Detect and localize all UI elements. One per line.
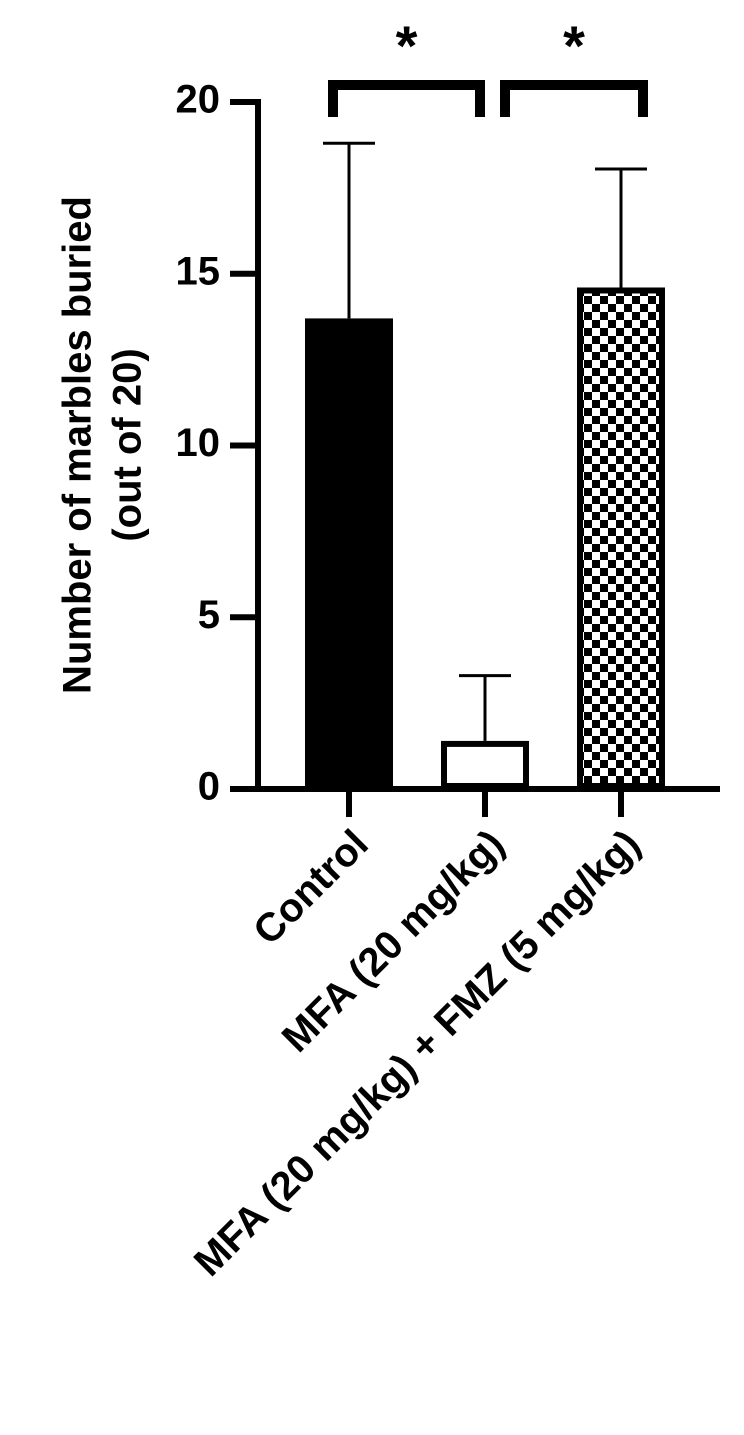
bar (305, 318, 393, 789)
y-tick-label: 0 (198, 765, 220, 809)
bar (441, 740, 529, 789)
y-tick-label: 15 (176, 249, 221, 293)
y-axis-title: Number of marbles buried (56, 196, 100, 694)
significance-bracket (500, 80, 648, 117)
bar (577, 287, 665, 789)
y-tick-label: 20 (176, 78, 221, 122)
y-tick-label: 5 (198, 593, 220, 637)
x-tick-label: Control (245, 822, 377, 954)
y-tick-label: 10 (176, 421, 221, 465)
significance-label: * (563, 14, 585, 77)
y-axis-title: (out of 20) (106, 348, 150, 541)
significance-label: * (396, 14, 418, 77)
significance-bracket (328, 80, 485, 117)
